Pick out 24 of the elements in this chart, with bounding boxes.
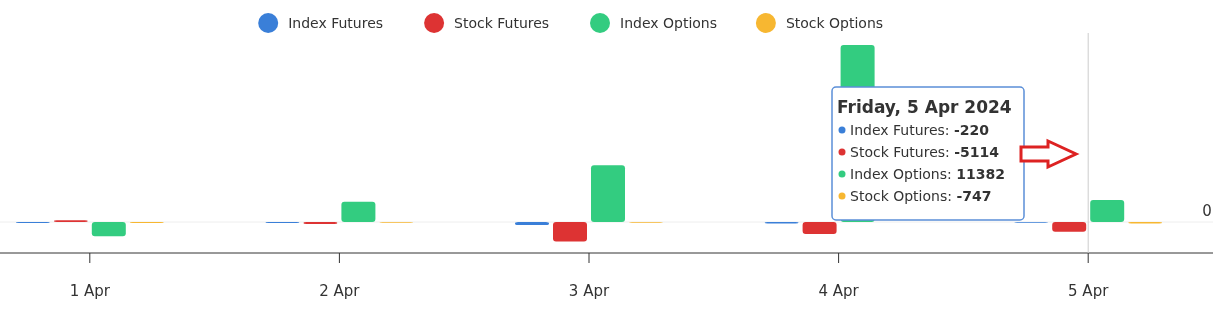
x-tick-label: 2 Apr [319,282,361,300]
annotation: 0 [1202,202,1212,220]
x-tick-label: 5 Apr [1068,282,1110,300]
bar [553,222,587,242]
annotation: Index Options: 11382 [850,166,1005,182]
x-tick-label: 3 Apr [568,282,610,300]
annotation: Stock Options: -747 [850,188,992,204]
bar [591,165,625,222]
annotation: Friday, 5 Apr 2024 [837,97,1012,117]
bar [303,222,338,225]
bar [802,222,837,235]
bar [1090,200,1125,222]
annotation: Stock Futures: -5114 [850,144,1000,160]
bar [1052,222,1087,232]
annotation: Index Futures: -220 [850,122,990,138]
legend-label: Stock Options [785,15,884,31]
x-tick-label: 4 Apr [818,282,860,300]
legend-label: Stock Futures [454,15,550,31]
x-tick-label: 1 Apr [69,282,111,300]
bar [341,201,376,222]
bar [91,222,126,237]
bar [515,222,549,226]
legend-label: Index Options [620,15,718,31]
legend-label: Index Futures [288,15,384,31]
